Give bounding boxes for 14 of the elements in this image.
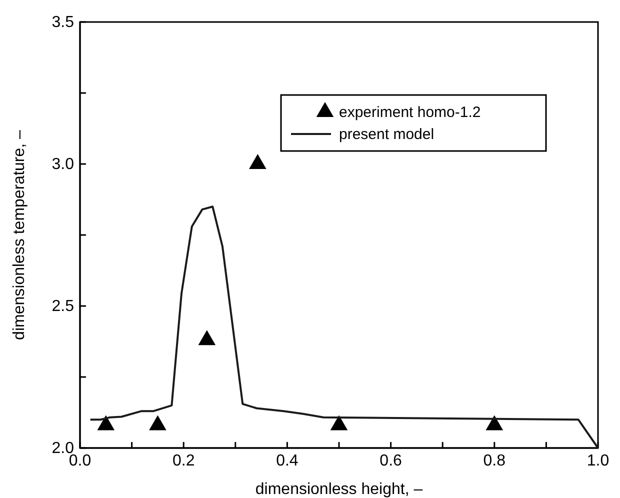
y-tick-label: 2.5 xyxy=(52,298,74,316)
y-tick-label: 3.0 xyxy=(52,156,74,174)
legend-label: experiment homo-1.2 xyxy=(339,104,481,121)
line-series xyxy=(89,206,599,449)
x-tick-label: 0.4 xyxy=(276,452,298,470)
x-tick-label: 0.2 xyxy=(172,452,195,470)
x-tick-label: 0.6 xyxy=(380,452,402,470)
x-tick-label: 1.0 xyxy=(586,452,610,470)
x-tick-label: 0.8 xyxy=(483,452,506,470)
legend-label: present model xyxy=(339,126,434,143)
x-axis-title: dimensionless height, – xyxy=(255,481,423,498)
x-tick-label: 0.0 xyxy=(68,452,92,470)
y-tick-label: 3.5 xyxy=(52,14,74,32)
y-axis-title: dimensionless temperature, – xyxy=(11,130,28,340)
